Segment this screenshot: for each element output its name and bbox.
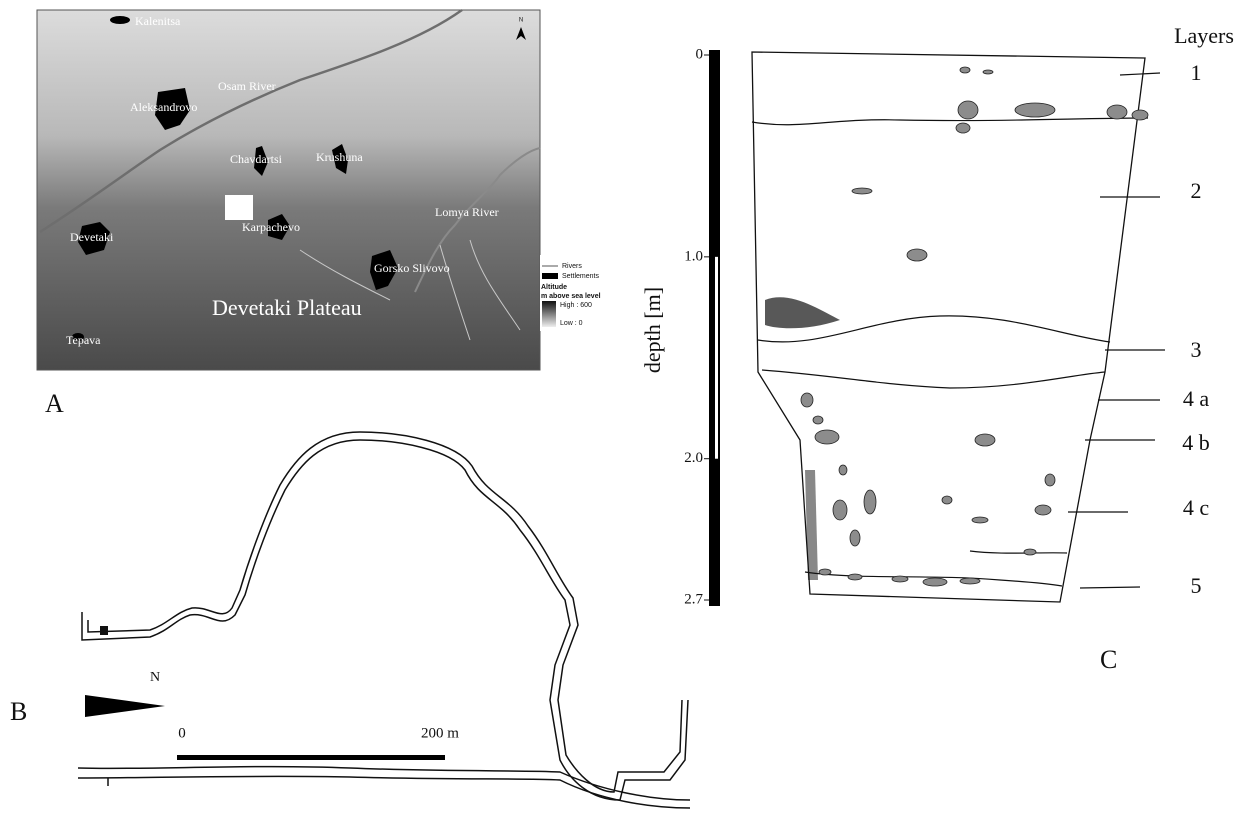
y-tick-label: 1.0 xyxy=(684,248,703,264)
legend-label: Low : 0 xyxy=(560,320,583,327)
place-label: Karpachevo xyxy=(242,220,300,234)
figure: Kalenitsa Aleksandrovo Chavdartsi Krushu… xyxy=(0,0,1242,827)
panel-b xyxy=(78,432,690,808)
layer-label: 4 b xyxy=(1182,430,1210,455)
scale-label: 0 xyxy=(178,725,186,741)
legend-swatch xyxy=(542,273,558,279)
axis-title: depth [m] xyxy=(640,287,665,373)
legend-label: Altitude xyxy=(541,284,567,291)
place-label: Kalenitsa xyxy=(135,14,181,28)
layer-label: 4 a xyxy=(1183,386,1210,411)
legend-label: High : 600 xyxy=(560,302,592,309)
place-label: Tepava xyxy=(66,333,101,347)
region-label: Devetaki Plateau xyxy=(212,295,362,320)
site-marker xyxy=(225,195,253,220)
north-arrow xyxy=(85,695,165,717)
place-label: Devetaki xyxy=(70,230,114,244)
river-label: Lomya River xyxy=(435,205,499,219)
legend-label: m above sea level xyxy=(541,293,601,300)
layers-title: Layers xyxy=(1174,23,1234,48)
depth-bar-segment xyxy=(715,257,718,459)
layer-label: 4 c xyxy=(1183,495,1210,520)
panel-c: Layers C depth [m] 0 1.0 2.0 2.7 1 2 3 4 a 4 b 4 … xyxy=(640,23,1234,674)
legend-label: Settlements xyxy=(562,273,599,280)
layer-label: 3 xyxy=(1191,337,1202,362)
place-label: Krushuna xyxy=(316,150,363,164)
settlement xyxy=(110,16,130,24)
y-tick-label: 2.7 xyxy=(684,591,703,607)
place-label: Gorsko Slivovo xyxy=(374,261,450,275)
y-tick-label: 0 xyxy=(696,46,704,62)
north-label: N xyxy=(519,18,523,24)
layer-label: 2 xyxy=(1191,178,1202,203)
panel-a: Kalenitsa Aleksandrovo Chavdartsi Krushu… xyxy=(37,10,616,418)
place-label: Aleksandrovo xyxy=(130,100,197,114)
legend: Rivers Settlements Altitude m above sea … xyxy=(540,255,616,331)
y-tick-label: 2.0 xyxy=(684,450,703,466)
panel-label: A xyxy=(45,389,64,418)
north-label: N xyxy=(150,670,160,685)
depth-bar xyxy=(709,50,720,606)
panel-label: B xyxy=(10,697,27,726)
panel-label: C xyxy=(1100,645,1117,674)
scale-bar xyxy=(177,755,445,760)
river-label: Osam River xyxy=(218,79,276,93)
scale-label: 200 m xyxy=(421,725,459,741)
site-marker xyxy=(100,626,108,635)
legend-label: Rivers xyxy=(562,263,582,270)
layer-label: 1 xyxy=(1191,60,1202,85)
legend-swatch xyxy=(542,301,556,327)
layer-label: 5 xyxy=(1191,573,1202,598)
place-label: Chavdartsi xyxy=(230,152,283,166)
